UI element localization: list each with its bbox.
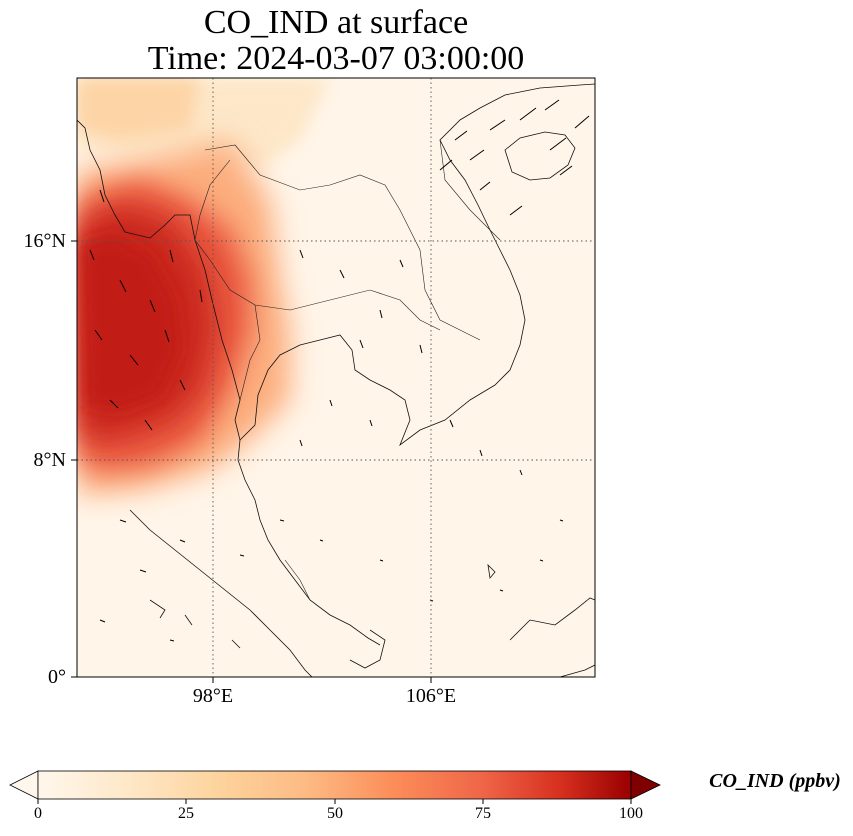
colorbar-tick-25: 25 [178, 805, 194, 822]
gridlines [77, 78, 595, 677]
figure-subtitle-time: Time: 2024-03-07 03:00:00 [147, 40, 525, 77]
colorbar-label: CO_IND (ppbv) [709, 770, 841, 792]
colorbar-tick-0: 0 [34, 805, 42, 822]
colorbar [9, 770, 661, 804]
y-tick-label-0: 0° [48, 666, 66, 688]
colorbar-tick-100: 100 [619, 805, 643, 822]
colorbar-bar [37, 770, 632, 800]
figure-title: CO_IND at surface [203, 4, 469, 41]
x-tick-label-106e: 106°E [405, 685, 457, 707]
y-tick-label-8n: 8°N [33, 449, 66, 471]
axis-ticks [71, 240, 432, 683]
country-borders [194, 139, 501, 601]
y-tick-label-16n: 16°N [23, 230, 66, 252]
co-field [77, 78, 595, 677]
coastlines [77, 83, 595, 677]
colorbar-tick-50: 50 [327, 805, 343, 822]
colorbar-extend-max [630, 770, 661, 800]
x-tick-label-98e: 98°E [192, 685, 234, 707]
wind-vectors [89, 99, 590, 642]
colorbar-extend-min [9, 770, 39, 800]
colorbar-tick-75: 75 [475, 805, 491, 822]
map-frame [76, 77, 596, 678]
